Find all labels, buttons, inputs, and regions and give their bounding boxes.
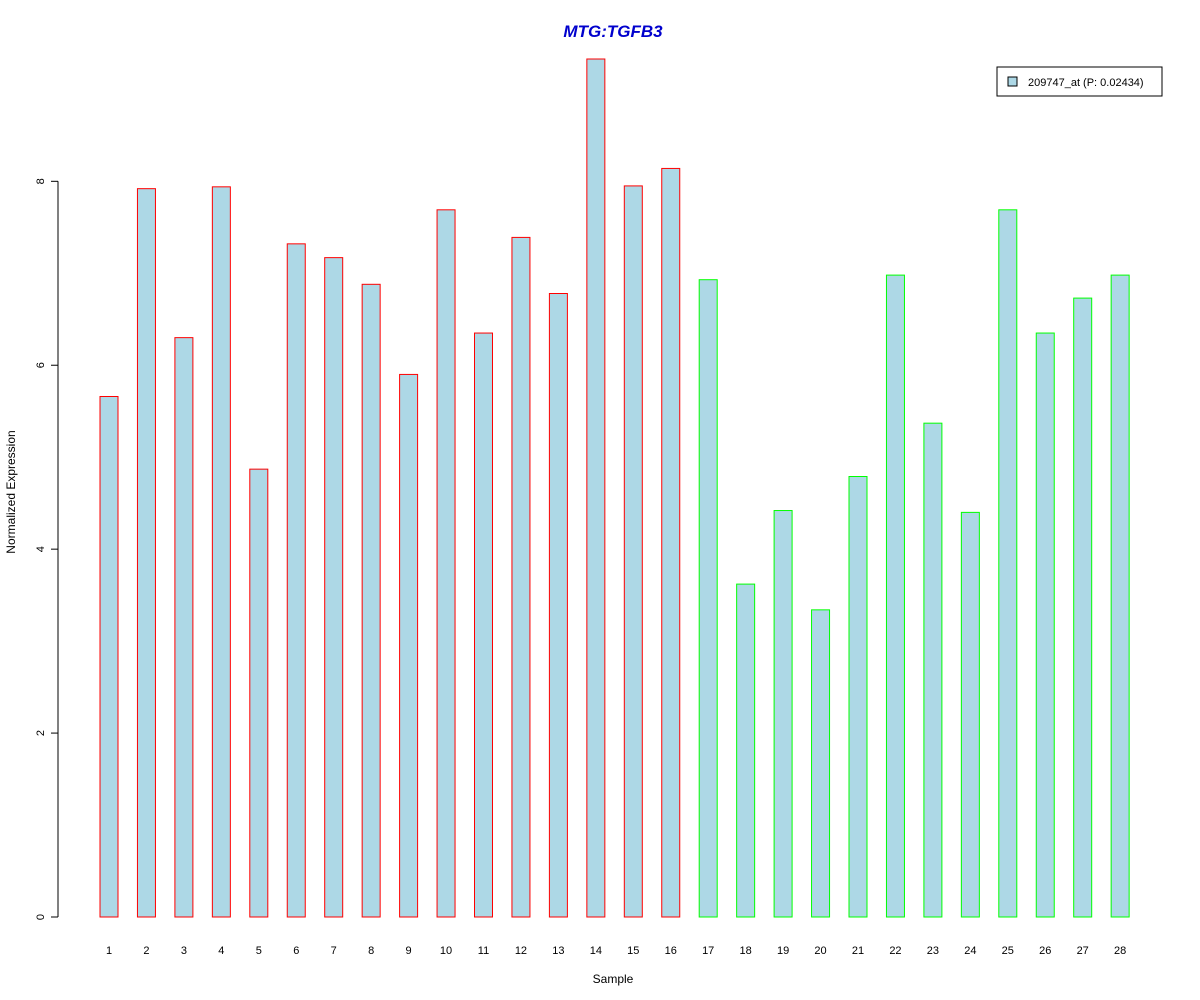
bars-group (99, 58, 1130, 918)
y-tick-label: 0 (35, 914, 47, 920)
bar-sample-16 (661, 167, 681, 918)
bar-sample-22 (885, 274, 905, 918)
legend: 209747_at (P: 0.02434) (996, 66, 1163, 97)
bar-sample-10 (436, 209, 456, 918)
bar-sample-27 (1073, 297, 1093, 918)
x-tick-label: 27 (1077, 945, 1089, 957)
x-tick-label: 23 (927, 945, 939, 957)
x-tick-labels: 1 2 3 4 5 6 7 8 9 10 11 12 13 14 15 16 17 18 19 20 21 22 23 24 2… (106, 945, 1126, 957)
bar-sample-2 (136, 188, 156, 918)
x-tick-label: 21 (852, 945, 864, 957)
bar-sample-20 (811, 609, 831, 918)
x-tick-label: 1 (106, 945, 112, 957)
bar-sample-23 (923, 422, 943, 918)
x-tick-label: 28 (1114, 945, 1126, 957)
x-tick-label: 8 (368, 945, 374, 957)
bar-sample-1 (99, 395, 119, 918)
x-tick-label: 25 (1002, 945, 1014, 957)
x-tick-label: 6 (293, 945, 299, 957)
bar-sample-3 (174, 337, 194, 918)
y-tick-label: 8 (35, 178, 47, 184)
bar-sample-15 (623, 185, 643, 918)
x-tick-label: 15 (627, 945, 639, 957)
x-tick-label: 4 (218, 945, 224, 957)
x-tick-label: 14 (590, 945, 602, 957)
bar-sample-19 (773, 510, 793, 918)
bar-sample-18 (736, 583, 756, 918)
x-tick-label: 12 (515, 945, 527, 957)
x-tick-label: 9 (406, 945, 412, 957)
y-axis: 0 2 4 6 8 (35, 178, 59, 920)
y-tick-label: 6 (35, 362, 47, 368)
bar-sample-5 (249, 468, 269, 918)
y-axis-label: Normalized Expression (4, 430, 18, 553)
bar-sample-26 (1035, 332, 1055, 918)
x-tick-label: 5 (256, 945, 262, 957)
x-tick-label: 17 (702, 945, 714, 957)
x-tick-label: 26 (1039, 945, 1051, 957)
legend-label: 209747_at (P: 0.02434) (1028, 77, 1144, 89)
bar-sample-28 (1110, 274, 1130, 918)
bar-sample-11 (474, 332, 493, 918)
bar-sample-21 (848, 476, 868, 918)
bar-sample-13 (548, 293, 568, 918)
x-tick-label: 20 (814, 945, 826, 957)
x-tick-label: 7 (331, 945, 337, 957)
x-tick-label: 24 (964, 945, 976, 957)
x-tick-label: 11 (478, 945, 489, 957)
chart-title: MTG:TGFB3 (563, 22, 663, 41)
bar-sample-4 (211, 186, 231, 918)
x-axis-label: Sample (593, 972, 634, 986)
bar-sample-17 (698, 279, 718, 918)
y-tick-label: 4 (35, 546, 47, 552)
bar-sample-12 (511, 236, 531, 918)
x-tick-label: 3 (181, 945, 187, 957)
x-tick-label: 19 (777, 945, 789, 957)
bar-sample-7 (324, 257, 344, 918)
bar-sample-25 (998, 209, 1018, 918)
y-tick-label: 2 (35, 730, 47, 736)
x-tick-label: 18 (740, 945, 752, 957)
bar-sample-6 (286, 243, 306, 918)
bar-sample-24 (960, 511, 980, 918)
x-tick-label: 13 (552, 945, 564, 957)
legend-box (996, 66, 1163, 97)
x-tick-label: 16 (665, 945, 677, 957)
legend-swatch (1007, 76, 1018, 87)
x-tick-label: 22 (889, 945, 901, 957)
bar-sample-9 (399, 373, 419, 918)
x-tick-label: 2 (143, 945, 149, 957)
bar-sample-14 (586, 58, 606, 918)
bar-sample-8 (361, 283, 381, 918)
x-tick-label: 10 (440, 945, 452, 957)
